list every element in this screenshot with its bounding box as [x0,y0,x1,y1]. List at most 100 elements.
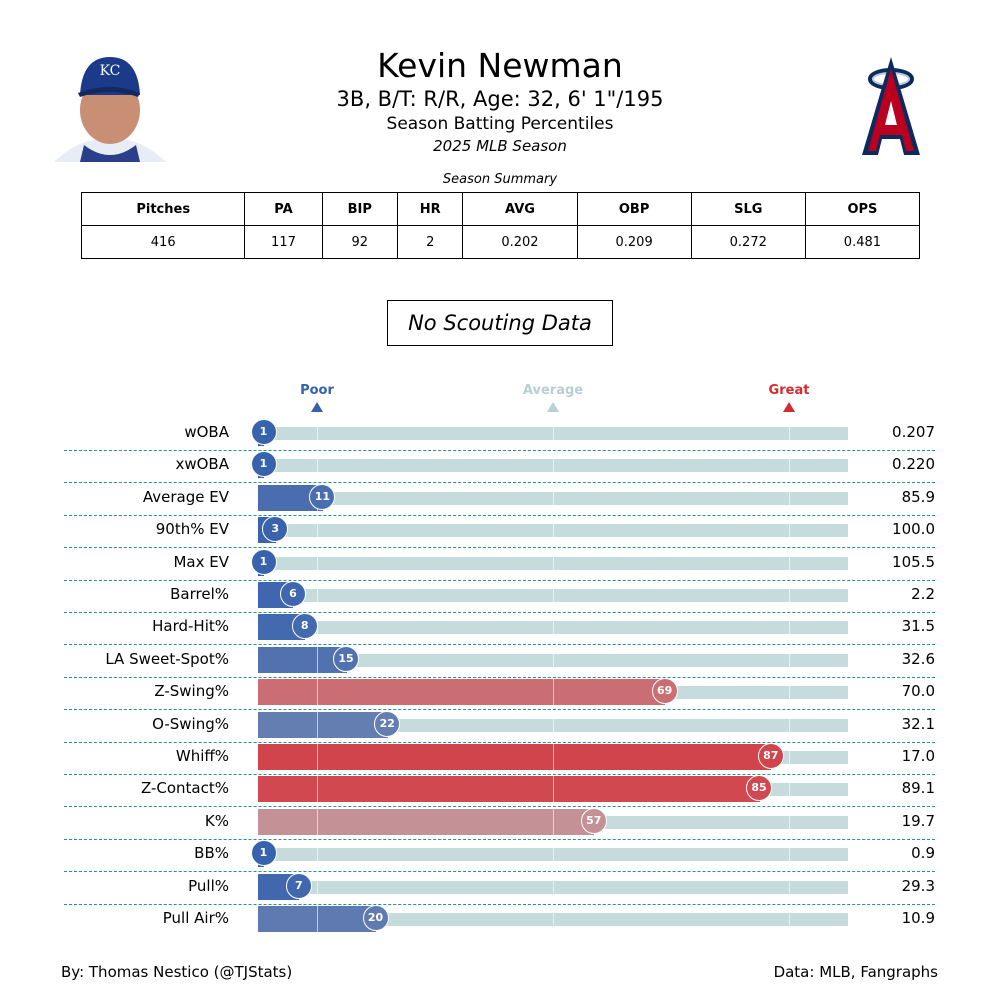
metric-name: Barrel% [170,585,229,603]
gridline [317,711,318,738]
gridline [553,808,554,835]
metric-value: 31.5 [901,617,935,636]
summary-col-header: BIP [321,192,399,226]
gridline [789,420,790,446]
percentile-badge: 3 [262,516,289,543]
row-separator [64,676,935,678]
summary-col-header: SLG [690,192,806,226]
scale-great-label: Great [768,383,810,398]
metric-value: 29.3 [901,876,935,895]
metric-row: 90th% EV 3 100.0 [0,514,1000,546]
metric-name: Pull Air% [162,909,229,927]
metric-name: LA Sweet-Spot% [105,649,229,668]
gridline [317,452,318,479]
percentile-bar [258,711,388,738]
metric-name: xwOBA [175,455,229,474]
summary-col-header: OBP [576,192,692,226]
summary-value-row: 416 117 92 2 0.202 0.209 0.272 0.481 [80,225,921,259]
metric-value: 32.6 [901,649,935,668]
gridline [317,679,318,706]
percentile-badge: 87 [757,743,784,769]
gridline [789,841,790,868]
row-separator [64,547,935,549]
metric-row: Barrel% 6 2.2 [0,579,1000,611]
percentile-badge: 22 [374,710,401,737]
row-separator [64,644,935,646]
gridline [317,841,318,868]
metric-row: Average EV 11 85.9 [0,482,1000,514]
percentile-badge: 85 [746,775,772,802]
gridline [789,808,790,835]
row-separator [64,612,935,613]
gridline [553,744,554,770]
metric-name: Pull% [188,876,229,895]
percentile-bar [258,744,772,770]
season-summary-table: Pitches PA BIP HR AVG OBP SLG OPS 416 11… [80,192,921,259]
subtitle: Season Batting Percentiles [386,114,614,134]
gridline [553,614,554,641]
metric-value: 89.1 [901,779,935,798]
percentile-bar [258,646,347,673]
metric-name: Z-Swing% [154,682,229,701]
summary-cell: 0.272 [690,225,806,259]
gridline [789,906,790,932]
metric-name: wOBA [184,423,229,441]
row-separator [64,579,935,581]
percentile-badge: 1 [250,419,277,445]
row-separator [64,741,935,743]
gridline [317,646,318,673]
gridline [789,549,790,576]
metric-row: Z-Swing% 69 70.0 [0,676,1000,708]
kc-logo-text: KC [100,63,121,79]
metric-value: 70.0 [901,682,935,701]
gridline [789,517,790,544]
gridline [553,841,554,868]
metric-name: Max EV [173,552,229,571]
metric-name: 90th% EV [155,520,229,539]
row-separator [64,806,935,808]
row-separator [64,482,935,484]
summary-cell: 0.209 [576,225,692,259]
gridline [789,452,790,479]
gridline [317,582,318,608]
percentile-bar [258,776,760,803]
gridline [553,452,554,479]
metric-value: 2.2 [911,585,935,603]
percentile-badge: 11 [309,483,336,510]
team-logo-angels [858,55,924,157]
summary-col-header: Pitches [80,192,246,226]
metric-row: LA Sweet-Spot% 15 32.6 [0,644,1000,676]
gridline [789,776,790,803]
row-separator [64,450,935,451]
percentile-badge: 57 [580,807,607,834]
summary-header-row: Pitches PA BIP HR AVG OBP SLG OPS [80,192,921,226]
scale-poor-label: Poor [300,383,334,398]
metric-row: wOBA 1 0.207 [0,417,1000,449]
percentile-badge: 1 [250,548,277,575]
summary-col-header: HR [397,192,464,226]
gridline [789,744,790,770]
row-separator [64,838,935,840]
metric-name: Average EV [142,487,229,506]
metric-name: Z-Contact% [140,779,229,798]
gridline [553,484,554,511]
gridline [789,873,790,900]
metric-row: Whiff% 87 17.0 [0,741,1000,773]
metric-value: 32.1 [901,714,935,733]
metric-value: 100.0 [892,520,935,539]
percentile-bar [258,679,666,706]
percentile-badge: 15 [333,645,359,672]
gridline [553,873,554,900]
metric-value: 105.5 [892,552,935,571]
metric-name: O-Swing% [152,714,229,733]
summary-col-header: AVG [462,192,578,226]
gridline [317,873,318,900]
metric-value: 10.9 [901,909,935,927]
gridline [553,646,554,673]
credit-source: Data: MLB, Fangraphs [773,963,938,981]
gridline [553,679,554,706]
metric-row: Z-Contact% 85 89.1 [0,773,1000,805]
row-separator [64,871,935,873]
gridline [553,582,554,608]
